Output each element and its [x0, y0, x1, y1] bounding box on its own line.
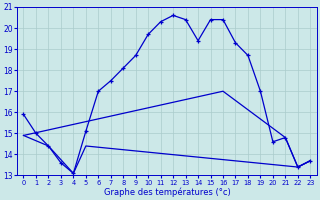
- X-axis label: Graphe des températures (°c): Graphe des températures (°c): [104, 187, 230, 197]
